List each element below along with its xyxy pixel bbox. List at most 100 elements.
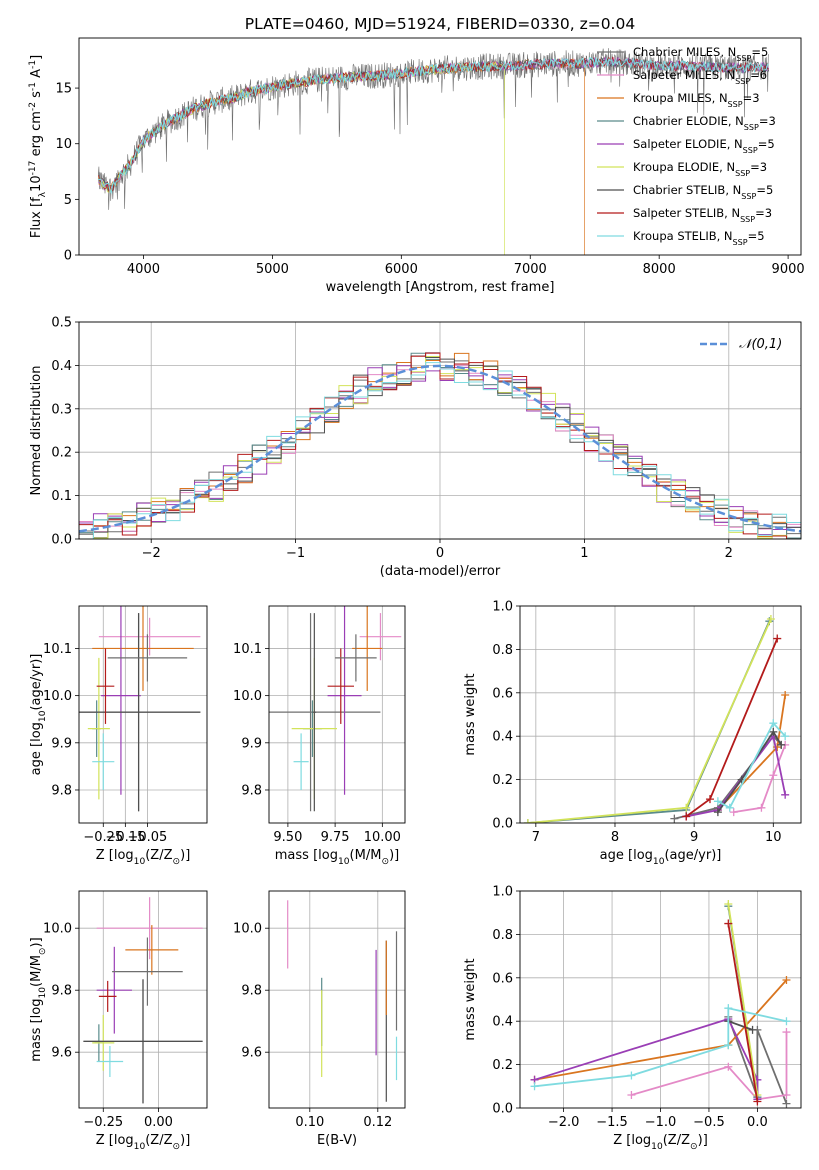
- y-tick-label: 10.0: [43, 689, 72, 704]
- normal-reference-curve: [79, 364, 801, 533]
- x-tick-label: −2: [142, 546, 161, 561]
- axes-frame-spectrum: [78, 37, 802, 256]
- error-bar-point: [269, 613, 381, 812]
- legend-label: Kroupa MILES, NSSP=3: [633, 91, 760, 109]
- x-tick-label: 1: [580, 546, 588, 561]
- y-tick-label: 1.0: [492, 600, 513, 615]
- y-tick-label: 5: [64, 193, 72, 208]
- y-tick-label: 15: [55, 82, 72, 97]
- panel-spectrum: 4000 5000 6000 7000 8000 9000 0 5 10 15 wavelength…: [28, 37, 805, 295]
- y-tick-label: 0.8: [492, 643, 513, 658]
- error-bar-point: [327, 606, 362, 795]
- weight-marker: [713, 797, 722, 806]
- x-tick-label: 9.50: [273, 830, 302, 845]
- axes-frame-weight-Z: [519, 890, 802, 1109]
- y-tick-label: 0.2: [51, 446, 72, 461]
- weight-marker: [725, 803, 734, 812]
- error-bar-point: [312, 613, 317, 812]
- x-axis-label: wavelength [Angstrom, rest frame]: [326, 280, 555, 295]
- weight-marker: [729, 808, 738, 817]
- x-tick-label: 9: [690, 830, 698, 845]
- y-tick-label: 0.0: [492, 1102, 513, 1117]
- x-tick-label: −0.25: [83, 1115, 123, 1130]
- weight-marker: [523, 819, 532, 823]
- x-tick-label: 0.12: [363, 1115, 392, 1130]
- weight-marker: [724, 919, 733, 928]
- error-bar-point: [107, 634, 188, 682]
- weight-marker: [724, 1041, 733, 1050]
- x-axis-label: age [log10(age/yr)]: [600, 848, 722, 867]
- axes-frame-weight-age: [519, 605, 802, 824]
- panel-mass-Z: −0.25 0.00 9.6 9.8 10.0 Z [log10(Z/Z⊙)] mass […: [29, 890, 208, 1152]
- weight-marker: [627, 1090, 636, 1099]
- x-tick-label: 5000: [256, 262, 289, 277]
- y-tick-label: 9.9: [241, 736, 262, 751]
- residuals-legend: 𝒩(0,1): [700, 337, 782, 352]
- weight-marker: [773, 634, 782, 643]
- figure-title: PLATE=0460, MJD=51924, FIBERID=0330, z=0…: [245, 15, 635, 33]
- legend-label: Kroupa ELODIE, NSSP=3: [633, 160, 767, 178]
- weight-marker: [682, 803, 691, 812]
- y-tick-label: 9.8: [51, 783, 72, 798]
- x-tick-label: 10: [765, 830, 782, 845]
- weight-marker: [724, 1062, 733, 1071]
- y-axis-label: Flux [fλ10-17 erg cm-2 s-1 A-1]: [28, 55, 48, 238]
- x-axis-label: mass [log10(M/M⊙)]: [275, 848, 399, 867]
- y-tick-label: 9.9: [51, 736, 72, 751]
- y-tick-label: 10.1: [233, 642, 262, 657]
- weight-marker: [530, 1082, 539, 1091]
- grid-age-mass: [269, 606, 405, 823]
- error-bar-point: [352, 606, 383, 691]
- weight-marker: [781, 790, 790, 799]
- x-tick-label: 9000: [772, 262, 805, 277]
- weight-marker: [748, 1025, 757, 1034]
- spectrum-legend: Chabrier MILES, NSSP=5 Salpeter MILES, NS…: [597, 45, 776, 247]
- y-tick-label: 9.6: [241, 1046, 262, 1061]
- x-tick-label: 0.10: [295, 1115, 324, 1130]
- x-tick-label: 10.00: [364, 830, 401, 845]
- weight-marker: [705, 795, 714, 804]
- x-tick-label: −1.0: [645, 1115, 677, 1130]
- error-bar-point: [79, 613, 201, 812]
- y-axis-label: age [log10(age/yr)]: [29, 654, 48, 776]
- plot-area-age-Z: [79, 606, 201, 812]
- y-tick-label: 9.8: [241, 783, 262, 798]
- legend-label: Salpeter STELIB, NSSP=3: [633, 206, 772, 224]
- x-axis-label: Z [log10(Z/Z⊙)]: [96, 1133, 191, 1152]
- y-tick-label: 0.4: [492, 730, 513, 745]
- axes-frame-age-mass: [268, 605, 406, 824]
- y-tick-label: 9.8: [241, 984, 262, 999]
- y-tick-label: 10.1: [43, 642, 72, 657]
- weight-line: [717, 694, 787, 811]
- x-tick-label: −2.0: [548, 1115, 580, 1130]
- error-bar-point: [96, 1046, 124, 1077]
- plot-area-weight-Z: [530, 900, 791, 1108]
- y-tick-label: 0.3: [51, 402, 72, 417]
- y-tick-label: 0.4: [492, 1015, 513, 1030]
- error-bar-point: [92, 733, 115, 790]
- y-tick-label: 10: [55, 137, 72, 152]
- weight-marker: [682, 812, 691, 821]
- model-fit-line: [97, 60, 505, 255]
- panel-age-Z: −0.25−0.15−0.05 9.8 9.9 10.0 10.1 Z [log10(Z/…: [29, 605, 208, 867]
- x-tick-label: 7: [532, 830, 540, 845]
- legend-label: Chabrier MILES, NSSP=5: [633, 45, 768, 63]
- error-bar-point: [96, 946, 132, 1034]
- y-axis-label: mass weight: [463, 673, 478, 755]
- y-tick-label: 9.6: [51, 1046, 72, 1061]
- x-tick-label: −0.15: [105, 830, 145, 845]
- error-bar-point: [359, 613, 402, 661]
- axes-frame-mass-ebv: [268, 890, 406, 1109]
- weight-marker: [757, 803, 766, 812]
- error-bar-point: [83, 979, 203, 1104]
- weight-marker: [713, 808, 722, 817]
- x-tick-label: 6000: [385, 262, 418, 277]
- y-tick-label: 1.0: [492, 885, 513, 900]
- model-fit-line: [98, 57, 769, 195]
- weight-marker: [782, 1099, 791, 1108]
- legend-label: Salpeter MILES, NSSP=6: [633, 68, 767, 86]
- x-tick-label: 0.00: [144, 1115, 173, 1130]
- weight-marker: [627, 1071, 636, 1080]
- error-bar-point: [101, 606, 141, 795]
- x-tick-label: 9.75: [321, 830, 350, 845]
